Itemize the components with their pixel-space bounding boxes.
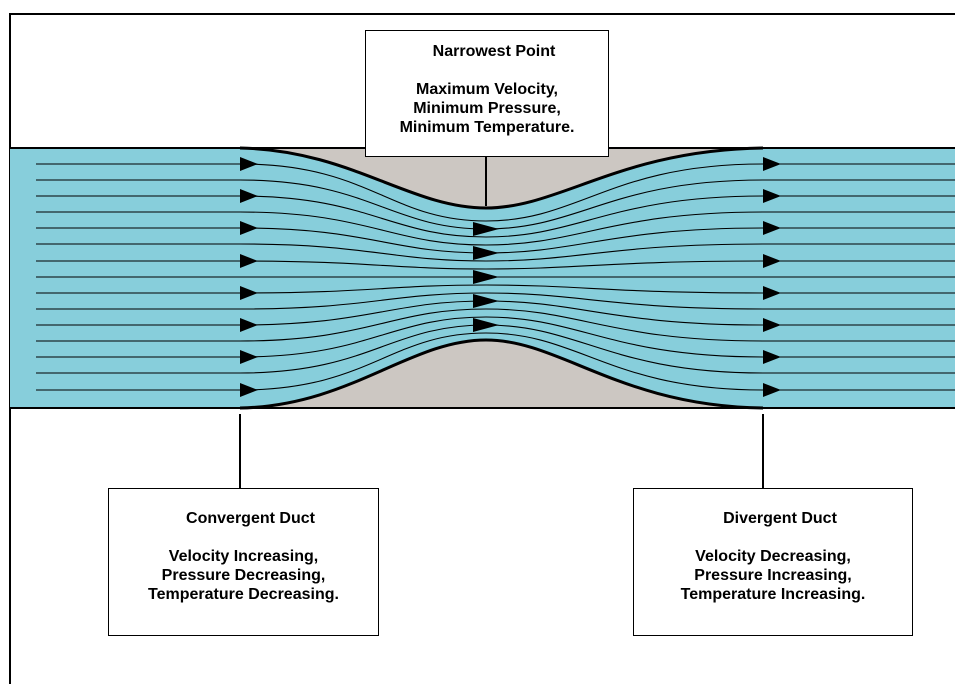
triangle-right-icon	[763, 189, 781, 203]
callout-convergent-description: Velocity Increasing, Pressure Decreasing…	[109, 547, 378, 604]
triangle-right-icon	[763, 383, 781, 397]
triangle-right-icon	[763, 157, 781, 171]
triangle-right-icon	[473, 222, 499, 236]
streamline	[36, 308, 955, 342]
triangle-right-icon	[473, 246, 499, 260]
triangle-right-icon	[763, 318, 781, 332]
duct-wall-top	[240, 148, 763, 208]
streamline	[36, 211, 955, 246]
outer-frame	[9, 13, 955, 684]
triangle-right-icon	[240, 157, 258, 171]
duct-wall-bottom	[240, 340, 763, 408]
callout-convergent-line: Velocity Increasing,	[168, 548, 319, 565]
triangle-right-icon	[763, 221, 781, 235]
triangle-right-icon	[240, 221, 258, 235]
callout-narrowest-line: Minimum Temperature.	[399, 119, 575, 136]
callout-divergent-title: Divergent Duct	[723, 510, 837, 527]
triangle-right-icon	[763, 254, 781, 268]
streamline	[36, 163, 955, 222]
callout-convergent-duct: Convergent Duct Velocity Increasing, Pre…	[108, 488, 379, 636]
streamline	[36, 243, 955, 262]
callout-narrowest-description: Maximum Velocity, Minimum Pressure, Mini…	[366, 80, 608, 137]
callout-divergent-duct: Divergent Duct Velocity Decreasing, Pres…	[633, 488, 913, 636]
flow-arrows	[240, 157, 781, 397]
triangle-right-icon	[473, 318, 499, 332]
duct-outline-bottom	[239, 338, 764, 410]
triangle-right-icon	[240, 318, 258, 332]
triangle-right-icon	[473, 270, 499, 284]
triangle-right-icon	[473, 294, 499, 308]
callout-convergent-title: Convergent Duct	[186, 510, 315, 527]
callout-convergent-line: Temperature Decreasing.	[148, 586, 339, 603]
triangle-right-icon	[240, 350, 258, 364]
streamline	[36, 284, 955, 294]
triangle-right-icon	[240, 383, 258, 397]
duct-outline-top	[239, 146, 764, 210]
callout-convergent-line: Pressure Decreasing,	[161, 567, 326, 584]
streamline	[36, 316, 955, 358]
callout-narrowest-line: Maximum Velocity,	[416, 81, 558, 98]
triangle-right-icon	[763, 286, 781, 300]
streamline	[36, 260, 955, 270]
callout-narrowest-line: Minimum Pressure,	[413, 100, 561, 117]
streamline	[36, 195, 955, 238]
triangle-right-icon	[240, 286, 258, 300]
triangle-right-icon	[240, 254, 258, 268]
streamline	[36, 292, 955, 310]
callout-divergent-line: Temperature Increasing.	[680, 586, 866, 603]
triangle-right-icon	[240, 189, 258, 203]
streamline	[36, 332, 955, 391]
callout-narrowest-title: Narrowest Point	[432, 43, 556, 60]
callout-narrowest-point: Narrowest Point Maximum Velocity, Minimu…	[365, 30, 609, 157]
callout-divergent-line: Velocity Decreasing,	[695, 548, 851, 565]
callout-divergent-description: Velocity Decreasing, Pressure Increasing…	[634, 547, 912, 604]
triangle-right-icon	[763, 350, 781, 364]
callout-divergent-line: Pressure Increasing,	[694, 567, 852, 584]
